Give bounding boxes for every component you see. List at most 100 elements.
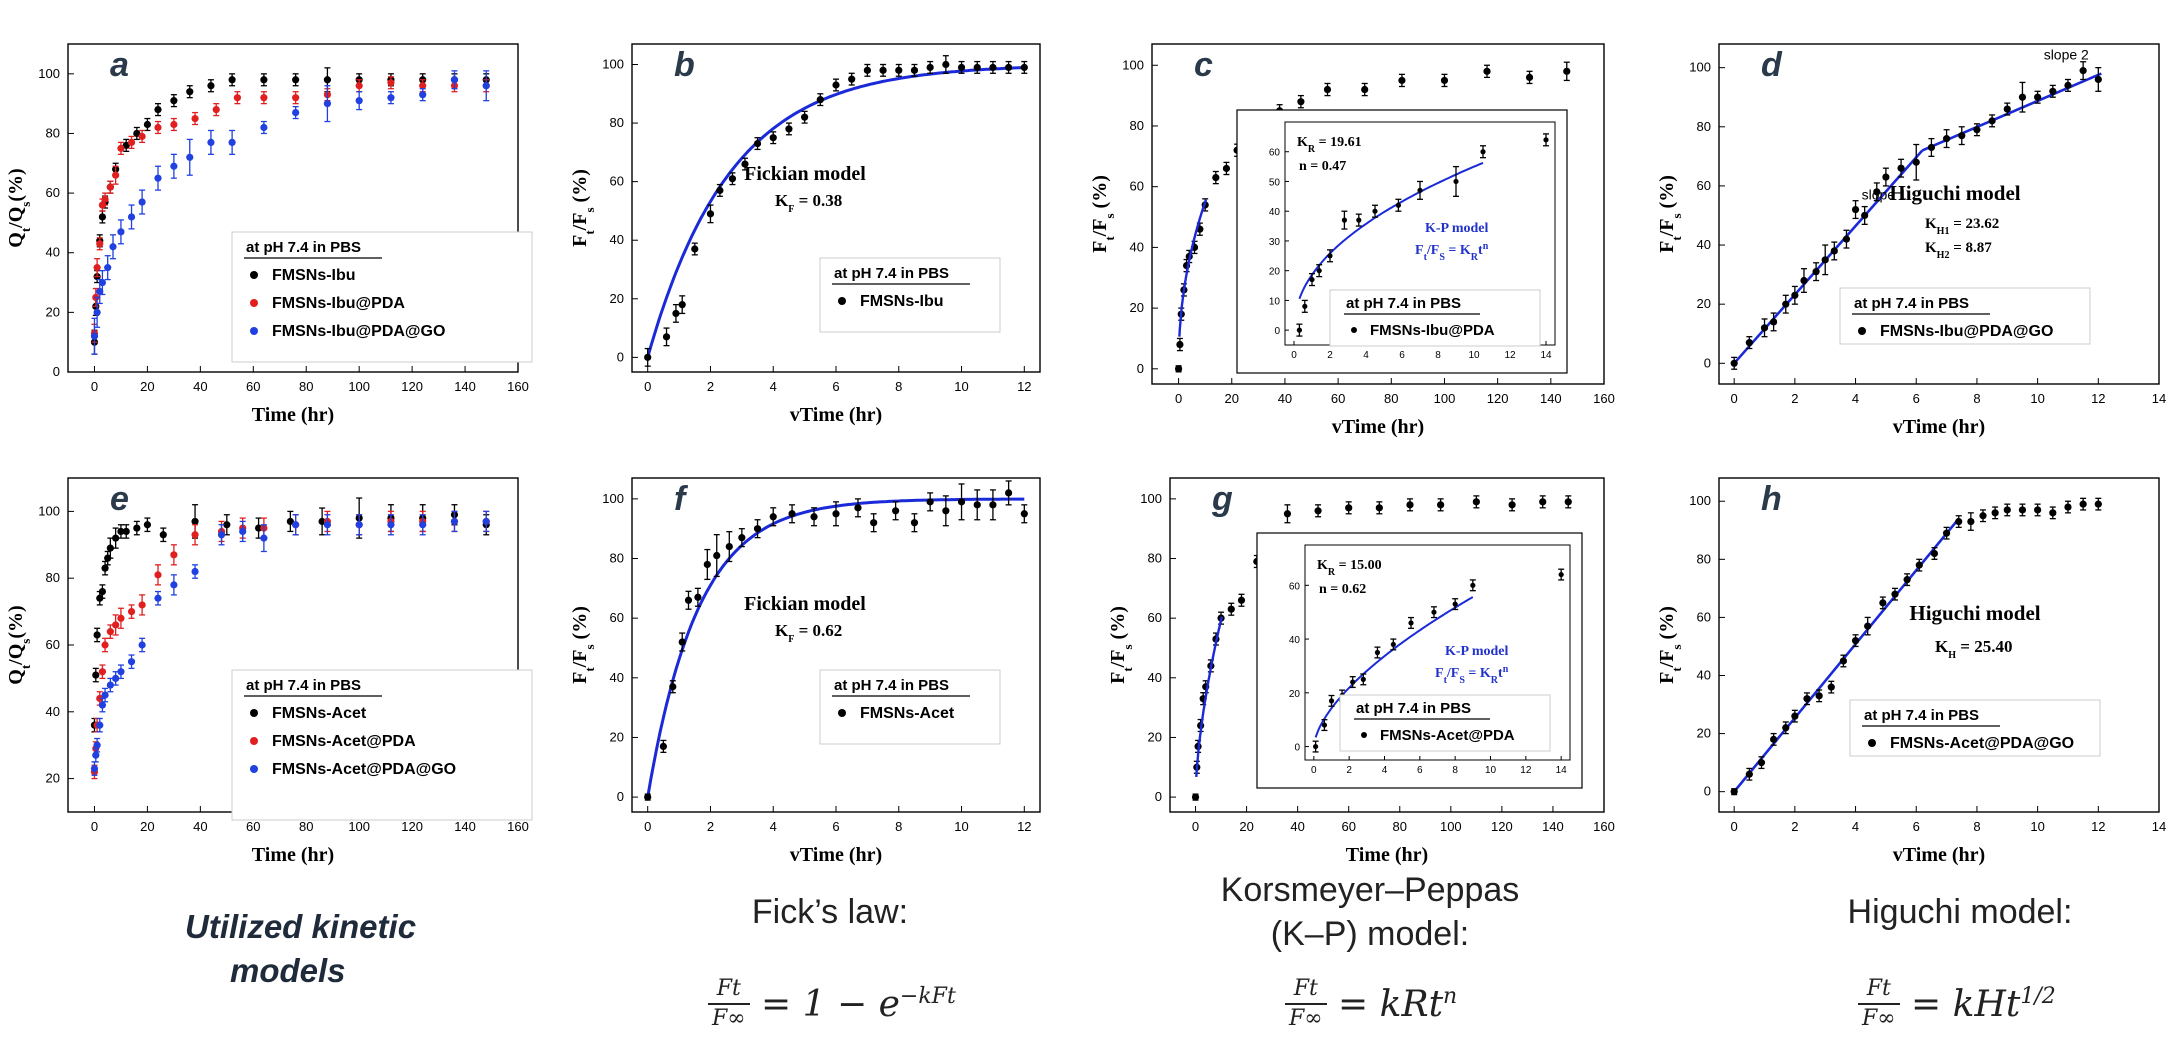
x-tick-label: 10 bbox=[1468, 350, 1480, 361]
data-point bbox=[1760, 324, 1769, 332]
data-point bbox=[154, 106, 162, 114]
inset-model-equation: Ft/FS = KRtn bbox=[1415, 241, 1489, 263]
data-point bbox=[1302, 303, 1308, 309]
data-point bbox=[170, 97, 178, 105]
data-point bbox=[106, 628, 114, 636]
y-tick-label: 20 bbox=[1269, 267, 1281, 278]
panel-letter: b bbox=[674, 46, 695, 84]
x-tick-label: 80 bbox=[299, 819, 313, 834]
data-point bbox=[117, 614, 125, 622]
data-point bbox=[127, 213, 136, 221]
legend-entry-label: FMSNs-Ibu@PDA bbox=[1370, 322, 1495, 339]
data-point bbox=[1176, 340, 1184, 349]
x-tick-label: 12 bbox=[1520, 765, 1532, 776]
y-axis-label-part: t bbox=[18, 664, 33, 669]
utilized-models-title: Utilized kinetic models bbox=[185, 905, 416, 993]
legend-title: at pH 7.4 in PBS bbox=[1864, 707, 1979, 724]
data-point bbox=[292, 108, 300, 117]
x-axis-label: vTime (hr) bbox=[790, 404, 882, 426]
kp-model-title: Korsmeyer–Peppas (K–P) model: bbox=[1180, 868, 1560, 956]
x-tick-label: 40 bbox=[1290, 819, 1304, 834]
data-point bbox=[387, 79, 395, 87]
legend-title: at pH 7.4 in PBS bbox=[1346, 295, 1461, 312]
y-axis-label-part: s bbox=[582, 207, 597, 212]
data-point bbox=[1563, 67, 1571, 75]
fraction-numerator: Ft bbox=[1858, 975, 1900, 1005]
plot-frame bbox=[1151, 43, 1605, 385]
data-point bbox=[1821, 256, 1829, 264]
model-param-label-part: F bbox=[788, 634, 794, 645]
fraction-numerator: Ft bbox=[708, 975, 750, 1005]
y-axis-label-part: /F bbox=[1656, 650, 1678, 669]
x-tick-label: 0 bbox=[644, 379, 651, 394]
data-point bbox=[117, 668, 125, 676]
y-tick-label: 100 bbox=[1140, 491, 1162, 506]
y-axis-label-part: s bbox=[1102, 213, 1117, 218]
data-point bbox=[1316, 268, 1322, 274]
y-tick-label: 60 bbox=[1289, 581, 1301, 592]
y-axis-label-part: (%) bbox=[1656, 606, 1678, 644]
x-tick-label: 2 bbox=[1791, 391, 1798, 406]
panel-letter: g bbox=[1211, 480, 1233, 518]
data-point bbox=[106, 544, 114, 552]
data-point bbox=[170, 551, 178, 559]
data-point bbox=[644, 793, 652, 801]
x-tick-label: 0 bbox=[1192, 819, 1199, 834]
model-k1-label-part: H1 bbox=[1937, 226, 1950, 237]
utilized-models-line1: Utilized kinetic bbox=[185, 908, 417, 945]
inset-model-equation-part: n bbox=[1483, 241, 1489, 252]
plot-frame bbox=[1304, 544, 1571, 761]
legend-box bbox=[1329, 289, 1541, 347]
legend-marker bbox=[1361, 732, 1367, 738]
data-point bbox=[1564, 498, 1572, 506]
y-axis-label-part: F bbox=[1089, 241, 1111, 253]
data-point bbox=[1558, 571, 1564, 578]
x-tick-label: 8 bbox=[1973, 391, 1980, 406]
y-tick-label: 40 bbox=[1697, 667, 1711, 682]
higuchi-equation-rhs: = kHt1/2 bbox=[1911, 984, 2056, 1025]
inset-kr-label-part: = 15.00 bbox=[1335, 558, 1381, 573]
data-point bbox=[170, 120, 178, 129]
x-tick-label: 10 bbox=[954, 379, 968, 394]
legend-entry-label: FMSNs-Acet bbox=[272, 705, 367, 722]
data-point bbox=[870, 519, 878, 527]
y-tick-label: 20 bbox=[1130, 300, 1144, 315]
legend-box bbox=[819, 257, 1001, 333]
x-axis-label: Time (hr) bbox=[1346, 844, 1428, 866]
inset-model-equation-part: t bbox=[1424, 252, 1428, 263]
data-point bbox=[2064, 503, 2072, 511]
data-point bbox=[260, 76, 268, 84]
model-k2-label-part: H2 bbox=[1937, 250, 1950, 261]
data-point bbox=[260, 94, 268, 102]
x-tick-label: 140 bbox=[1542, 819, 1564, 834]
data-point bbox=[355, 97, 363, 105]
data-point bbox=[2049, 87, 2057, 95]
y-tick-label: 80 bbox=[46, 125, 60, 140]
y-tick-label: 40 bbox=[610, 670, 624, 685]
inset-kr-label-part: R bbox=[1328, 567, 1336, 578]
data-point bbox=[127, 608, 136, 616]
data-point bbox=[989, 501, 997, 509]
data-point bbox=[1782, 300, 1790, 308]
model-param-label-part: K bbox=[1935, 637, 1949, 656]
data-point bbox=[1356, 217, 1362, 223]
legend-entry-label: FMSNs-Acet@PDA bbox=[272, 733, 416, 750]
data-point bbox=[138, 198, 146, 206]
data-point bbox=[101, 564, 109, 572]
slope1-label: slope 1 bbox=[1862, 186, 1907, 202]
y-axis-label-part: t bbox=[1669, 667, 1684, 672]
data-point bbox=[1851, 637, 1860, 645]
x-axis-label: vTime (hr) bbox=[1332, 416, 1424, 438]
data-point bbox=[1803, 695, 1811, 703]
x-tick-label: 0 bbox=[91, 379, 98, 394]
data-point bbox=[98, 701, 107, 709]
data-point bbox=[186, 153, 194, 161]
x-tick-label: 160 bbox=[1593, 391, 1615, 406]
fick-equation: Ft F∞ = 1 − e−kFt bbox=[708, 975, 956, 1033]
x-tick-label: 6 bbox=[832, 379, 839, 394]
inset-model-equation-part: t bbox=[1498, 666, 1503, 681]
y-tick-label: 60 bbox=[46, 637, 60, 652]
legend-box bbox=[819, 669, 1001, 745]
